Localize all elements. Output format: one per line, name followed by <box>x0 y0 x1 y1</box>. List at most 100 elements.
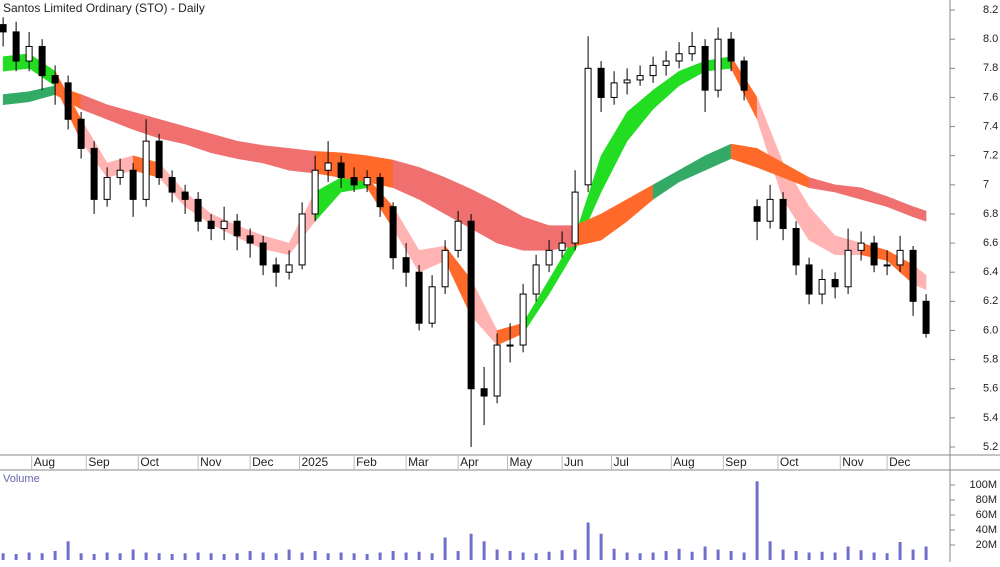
candle-body <box>545 249 553 266</box>
volume-bar <box>417 551 421 560</box>
volume-bar <box>378 552 382 560</box>
candle-body <box>194 198 202 222</box>
volume-bar <box>820 551 824 560</box>
volume-bar <box>534 553 538 560</box>
candle-body <box>922 300 930 334</box>
y-tick-label: 6.8 <box>983 208 998 220</box>
volume-bar <box>469 533 473 560</box>
volume-bar <box>14 554 18 560</box>
volume-bar <box>27 552 31 560</box>
volume-bar <box>40 553 44 560</box>
ribbon-segment <box>288 148 316 174</box>
candle-body <box>428 286 436 324</box>
candle-body <box>649 64 657 77</box>
candle-body <box>246 235 254 244</box>
candle-body <box>220 220 228 230</box>
candle-body <box>636 75 644 81</box>
y-tick-label: 7.2 <box>983 150 998 162</box>
volume-bar <box>690 551 694 560</box>
volume-bar <box>859 550 863 560</box>
candle-body <box>311 169 319 215</box>
candle-body <box>12 31 20 62</box>
volume-bar <box>768 541 772 560</box>
volume-bar <box>339 552 343 560</box>
volume-bar <box>807 552 811 560</box>
volume-bar <box>365 554 369 560</box>
x-tick-label: Dec <box>252 455 273 469</box>
x-tick-label: Nov <box>842 455 863 469</box>
candle-body <box>870 242 878 266</box>
candle-body <box>25 45 33 62</box>
volume-bar <box>326 553 330 560</box>
candle-body <box>883 264 891 267</box>
candle-body <box>857 242 865 251</box>
candle-body <box>727 38 735 62</box>
volume-bar <box>716 549 720 560</box>
volume-bar <box>352 553 356 560</box>
candle-body <box>909 249 917 302</box>
volume-tick-label: 100M <box>969 479 997 491</box>
volume-bar <box>651 552 655 560</box>
volume-bar <box>794 551 798 560</box>
y-tick-label: 6.0 <box>983 324 998 336</box>
volume-bar <box>755 481 759 560</box>
candle-body <box>90 147 98 200</box>
y-tick-label: 8.2 <box>983 4 998 16</box>
candle-body <box>805 264 813 295</box>
candle-body <box>467 220 475 390</box>
candle-body <box>831 278 839 288</box>
volume-label: Volume <box>3 473 40 485</box>
chart-title: Santos Limited Ordinary (STO) - Daily <box>3 1 205 15</box>
candle-body <box>896 249 904 266</box>
candle-body <box>116 169 124 179</box>
x-tick-label: Jun <box>564 455 583 469</box>
volume-bar <box>781 549 785 560</box>
volume-bar <box>599 533 603 560</box>
volume-bar <box>508 551 512 560</box>
candle-body <box>350 177 358 186</box>
volume-bar <box>261 552 265 560</box>
candle-body <box>480 388 488 397</box>
volume-bar <box>846 546 850 560</box>
y-tick-label: 5.2 <box>983 441 998 453</box>
volume-bar <box>144 552 148 560</box>
x-tick-label: Aug <box>34 455 55 469</box>
candle-body <box>0 24 7 33</box>
candle-body <box>337 162 345 179</box>
x-tick-label: Nov <box>200 455 221 469</box>
candle-body <box>506 344 514 347</box>
volume-bar <box>729 551 733 560</box>
candle-body <box>753 206 761 222</box>
volume-bar <box>1 553 5 560</box>
volume-bar <box>703 546 707 560</box>
volume-bar <box>495 549 499 560</box>
candle-body <box>181 191 189 200</box>
volume-bar <box>248 551 252 560</box>
volume-bar <box>547 551 551 560</box>
candle-body <box>272 264 280 273</box>
volume-bar <box>833 552 837 560</box>
candle-body <box>415 271 423 324</box>
volume-bar <box>885 553 889 560</box>
candle-body <box>493 344 501 397</box>
candle-body <box>77 118 85 149</box>
volume-tick-label: 80M <box>976 494 997 506</box>
x-tick-label: Jul <box>613 455 628 469</box>
volume-bar <box>677 548 681 560</box>
candle-body <box>701 45 709 91</box>
volume-bar <box>924 546 928 560</box>
volume-bar <box>79 553 83 560</box>
volume-bar <box>430 553 434 560</box>
volume-bar <box>404 552 408 560</box>
x-tick-label: Oct <box>780 455 799 469</box>
candle-body <box>519 293 527 346</box>
candle-body <box>714 38 722 91</box>
candle-body <box>688 45 696 55</box>
candle-body <box>818 278 826 295</box>
volume-bar <box>391 551 395 560</box>
candle-body <box>844 249 852 288</box>
candle-body <box>558 242 566 251</box>
y-tick-label: 7.4 <box>983 120 998 132</box>
candle-body <box>597 67 605 98</box>
